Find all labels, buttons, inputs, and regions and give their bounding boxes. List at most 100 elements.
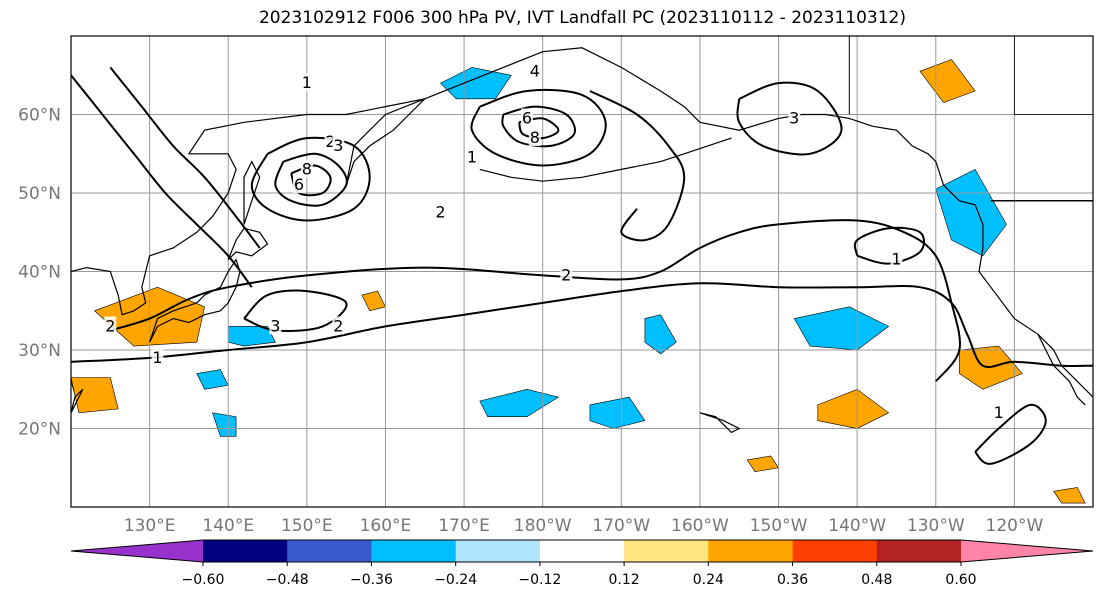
colorbar-tick-label: −0.36 — [350, 572, 393, 588]
coastline-segment — [974, 204, 1093, 398]
coastline-segment — [71, 388, 84, 414]
ivt-negative-south-4 — [212, 412, 237, 437]
colorbar-tick-label: −0.60 — [182, 572, 225, 588]
colorbar-tick-label: −0.12 — [518, 572, 561, 588]
longitude-tick-label: 160°E — [360, 516, 412, 536]
contour-label: 2 — [325, 132, 335, 151]
contour-label: 8 — [302, 159, 312, 178]
contour-label-bg — [300, 159, 313, 178]
pv-contour-closed-north — [853, 226, 925, 265]
ivt-negative-aleutian — [439, 67, 512, 100]
colorbar-segment — [287, 540, 372, 562]
border-line — [1014, 36, 1093, 115]
coastline-segment — [620, 66, 976, 206]
latitude-tick-label: 50°N — [18, 184, 61, 204]
colorbar-tick-label: −0.24 — [434, 572, 477, 588]
longitude-tick-label: 130°E — [124, 516, 176, 536]
contour-label-bg — [300, 73, 313, 92]
pv-contour-se — [974, 403, 1047, 465]
colorbar-tick-label: 0.12 — [609, 572, 640, 588]
ivt-negative-south-3 — [196, 369, 229, 390]
latitude-tick-label: 40°N — [18, 263, 61, 283]
colorbar-segment — [539, 540, 625, 562]
pv-contour-layer — [71, 66, 1093, 465]
coastline-segment — [424, 47, 622, 100]
ivt-positive-sub-1-fringe — [817, 388, 890, 429]
pv-contour-sw-2 — [109, 66, 261, 249]
ivt-positive-ne-pacific-fringe — [919, 59, 976, 104]
colorbar-tick-label: −0.48 — [266, 572, 309, 588]
contour-label: 1 — [891, 250, 901, 269]
colorbar-segment — [792, 540, 878, 562]
contour-label: 6 — [522, 108, 532, 127]
colorbar-tick-label: 0.36 — [777, 572, 808, 588]
ivt-negative-pacific-ne — [935, 169, 1007, 257]
colorbar-segment — [876, 540, 962, 562]
contour-label-bg — [890, 249, 903, 268]
pv-contour-low2-1 — [470, 88, 607, 167]
coastline-layer — [71, 36, 1093, 434]
contour-label-bg — [528, 128, 541, 147]
contour-label: 1 — [467, 148, 477, 167]
pv-contour-low2-3 — [518, 117, 560, 140]
contour-label-bg — [332, 316, 345, 335]
contour-label-bg — [560, 265, 573, 284]
pv-contour-low2-2 — [501, 105, 576, 148]
coastline-segment — [243, 160, 261, 225]
colorbar-extend-low — [71, 540, 203, 562]
longitude-tick-label: 150°W — [750, 516, 808, 536]
colorbar-segment — [624, 540, 709, 562]
longitude-tick-label: 140°W — [828, 516, 886, 536]
contour-label-bg — [104, 316, 117, 335]
longitude-tick-label: 180°W — [514, 516, 572, 536]
contour-label-bg — [434, 202, 447, 221]
colorbar-segment — [203, 540, 288, 562]
longitude-tick-label: 170°W — [592, 516, 650, 536]
contour-label-bg — [332, 135, 345, 154]
coastline-segment — [71, 98, 425, 316]
latitude-tick-label: 30°N — [18, 341, 61, 361]
ivt-negative-south-2 — [589, 396, 646, 429]
longitude-tick-label: 120°W — [986, 516, 1044, 536]
contour-label-bg — [528, 61, 541, 80]
contour-label: 8 — [530, 128, 540, 147]
ivt-positive-small-1 — [361, 290, 386, 312]
pv-contour-sw-1 — [71, 74, 253, 288]
longitude-tick-label: 170°E — [438, 516, 490, 536]
contour-label: 1 — [302, 73, 312, 92]
longitude-tick-label: 140°E — [202, 516, 254, 536]
ivt-positive-small-3 — [1053, 487, 1086, 504]
ivt-shading-layer — [71, 59, 1086, 504]
longitude-tick-label: 130°W — [907, 516, 965, 536]
longitude-tick-label: 160°W — [671, 516, 729, 536]
colorbar-extend-high — [961, 540, 1093, 562]
contour-label: 1 — [152, 348, 162, 367]
colorbar: −0.60 −0.48 −0.36 −0.24 −0.12 0.12 0.24 0.36 0.4… — [70, 539, 1094, 588]
coastline-segment — [479, 137, 732, 182]
contour-label: 2 — [435, 203, 445, 222]
colorbar-segment — [708, 540, 793, 562]
pv-contour-arc-east — [589, 90, 686, 242]
coastline-segment — [699, 412, 741, 434]
contour-label-bg — [992, 402, 1005, 421]
contour-label: 2 — [105, 316, 115, 335]
pv-contour-3 — [243, 289, 348, 332]
contour-label-bg — [151, 347, 164, 366]
ivt-negative-central-1b — [793, 306, 890, 351]
colorbar-segment — [455, 540, 541, 562]
latitude-tick-label: 60°N — [18, 106, 61, 126]
pv-contour-arc-ne — [736, 81, 843, 156]
graticule-grid — [71, 36, 1093, 507]
contour-label: 2 — [561, 265, 571, 284]
colorbar-tick-label: 0.24 — [693, 572, 724, 588]
contour-label: 1 — [994, 403, 1004, 422]
ivt-positive-small-2 — [746, 455, 780, 473]
map-border — [70, 35, 1094, 508]
contour-label: 6 — [294, 175, 304, 194]
contour-label-bg — [269, 316, 282, 335]
longitude-axis: 130°E 140°E 150°E 160°E 170°E 180°W 170°W 160°W… — [124, 516, 1044, 536]
contour-label-bg — [788, 108, 801, 127]
colorbar-segment — [371, 540, 457, 562]
